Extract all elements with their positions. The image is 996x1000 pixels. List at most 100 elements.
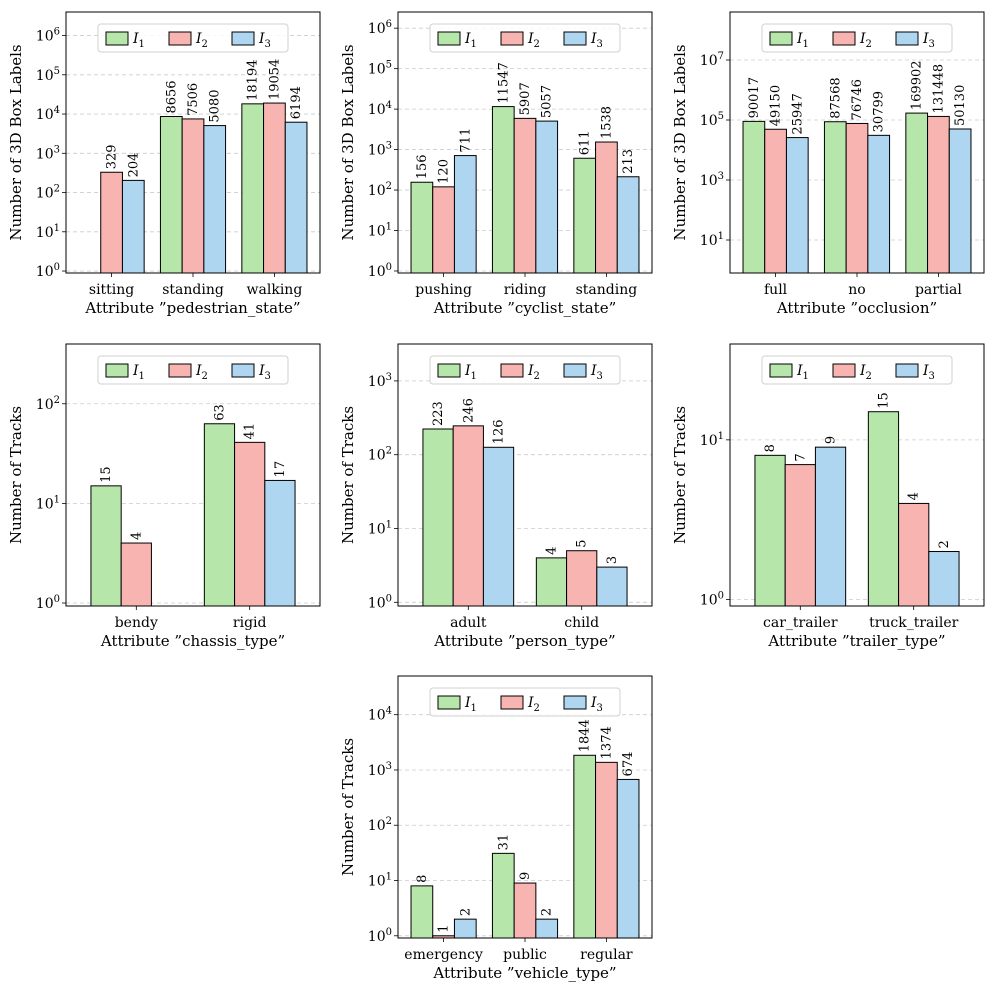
- bar: [867, 134, 891, 274]
- legend-swatch: [437, 363, 461, 378]
- bar-value-label: 17: [273, 461, 288, 478]
- legend-swatch: [105, 31, 129, 46]
- legend-entry-label: I2: [195, 363, 208, 382]
- axes-frame: [397, 343, 653, 607]
- legend-entry-label: I2: [859, 363, 872, 382]
- y-tick-label: 105: [700, 111, 724, 129]
- bar: [432, 186, 455, 274]
- bar: [422, 428, 454, 607]
- bar: [596, 566, 628, 607]
- y-tick-label: 103: [368, 372, 392, 390]
- bar: [121, 179, 145, 274]
- bar-value-label: 223: [431, 401, 446, 426]
- chart-panel-6: 100 101 8 7 9 car_trailer 15 4 2 truck_trailerAtt…: [671, 343, 985, 650]
- bar-value-label: 4: [129, 532, 144, 540]
- bar-value-label: 8: [415, 875, 430, 883]
- x-tick-label: sitting: [89, 282, 134, 298]
- bar: [823, 121, 847, 274]
- bar-value-label: 41: [243, 423, 258, 440]
- legend-entry-label: I1: [796, 31, 809, 50]
- y-tick-label: 101: [368, 222, 392, 240]
- legend-entry-label: I3: [922, 31, 935, 50]
- bar: [513, 117, 537, 274]
- x-tick-label: adult: [450, 615, 487, 631]
- y-tick-label: 103: [36, 144, 60, 162]
- y-tick-label: 104: [368, 100, 392, 118]
- legend-entry-label: I2: [527, 31, 540, 50]
- y-tick-label: 101: [36, 494, 60, 512]
- x-axis-label: Attribute ”occlusion”: [776, 299, 937, 317]
- bar-value-label: 8: [763, 444, 778, 452]
- bar: [90, 485, 122, 607]
- bar-value-label: 120: [437, 159, 452, 184]
- legend-entry-label: I2: [859, 31, 872, 50]
- bar-value-label: 15: [876, 392, 891, 409]
- bar: [948, 128, 972, 274]
- bar: [410, 885, 434, 939]
- legend-swatch: [563, 363, 587, 378]
- x-tick-label: emergency: [404, 947, 483, 963]
- x-tick-label: regular: [580, 947, 633, 963]
- bar-value-label: 19054: [267, 59, 282, 100]
- legend-swatch: [437, 31, 461, 46]
- legend-swatch: [563, 31, 587, 46]
- bar: [754, 454, 786, 607]
- bar: [491, 852, 515, 939]
- bar: [120, 542, 152, 607]
- chart-panel-2: 100 101 102 103 104 105 106 156 120 711 pushing 115…: [339, 11, 653, 317]
- y-tick-label: 101: [368, 872, 392, 890]
- bar: [491, 106, 515, 274]
- bar-value-label: 611: [578, 130, 593, 155]
- y-tick-label: 100: [36, 262, 60, 280]
- axes-frame: [65, 343, 321, 607]
- bar-value-label: 9: [518, 872, 533, 880]
- legend-swatch: [769, 31, 793, 46]
- bar: [905, 112, 929, 274]
- legend-swatch: [231, 31, 255, 46]
- bar-value-label: 25947: [790, 93, 805, 134]
- legend-entry-label: I2: [195, 31, 208, 50]
- bar-value-label: 30799: [872, 91, 887, 132]
- bar: [573, 754, 597, 939]
- bar: [284, 121, 308, 274]
- axes-frame: [729, 343, 985, 607]
- legend-swatch: [895, 363, 919, 378]
- bar: [742, 120, 766, 274]
- y-tick-label: 102: [36, 395, 60, 413]
- legend-entry-label: I1: [464, 695, 477, 714]
- bar-value-label: 329: [105, 144, 120, 169]
- bar: [181, 118, 205, 274]
- legend-entry-label: I3: [922, 363, 935, 382]
- bar-value-label: 8656: [164, 80, 179, 113]
- x-tick-label: standing: [162, 282, 224, 298]
- bar-value-label: 1374: [599, 726, 614, 759]
- bar-value-label: 2: [937, 540, 952, 548]
- bar-value-label: 50130: [953, 85, 968, 126]
- bar: [927, 115, 950, 274]
- chart-panel-1: 100 101 102 103 104 105 106 329 204 sitting 8656 75…: [7, 11, 321, 317]
- bar-value-label: 63: [212, 404, 227, 421]
- bar-value-label: 131448: [931, 64, 946, 114]
- x-axis-label: Attribute ”vehicle_type”: [432, 964, 616, 982]
- y-tick-label: 102: [368, 181, 392, 199]
- legend-swatch: [105, 363, 129, 378]
- bar: [845, 122, 869, 274]
- bar: [264, 479, 296, 607]
- chart-panel-5: 100 101 102 103 223 246 126 adult 4 5 3 childAttrib…: [339, 343, 653, 650]
- bar: [898, 502, 930, 607]
- bar-value-label: 5: [575, 539, 590, 547]
- legend-swatch: [832, 363, 856, 378]
- bar: [410, 181, 434, 274]
- legend-entry-label: I1: [132, 31, 145, 50]
- bar-value-label: 15: [99, 466, 114, 483]
- axes-frame: [397, 11, 653, 274]
- bar-value-label: 90017: [747, 77, 762, 118]
- bar: [159, 116, 183, 274]
- bar: [595, 141, 618, 274]
- y-tick-label: 100: [700, 591, 724, 609]
- bar: [867, 411, 900, 607]
- x-tick-label: no: [848, 282, 865, 298]
